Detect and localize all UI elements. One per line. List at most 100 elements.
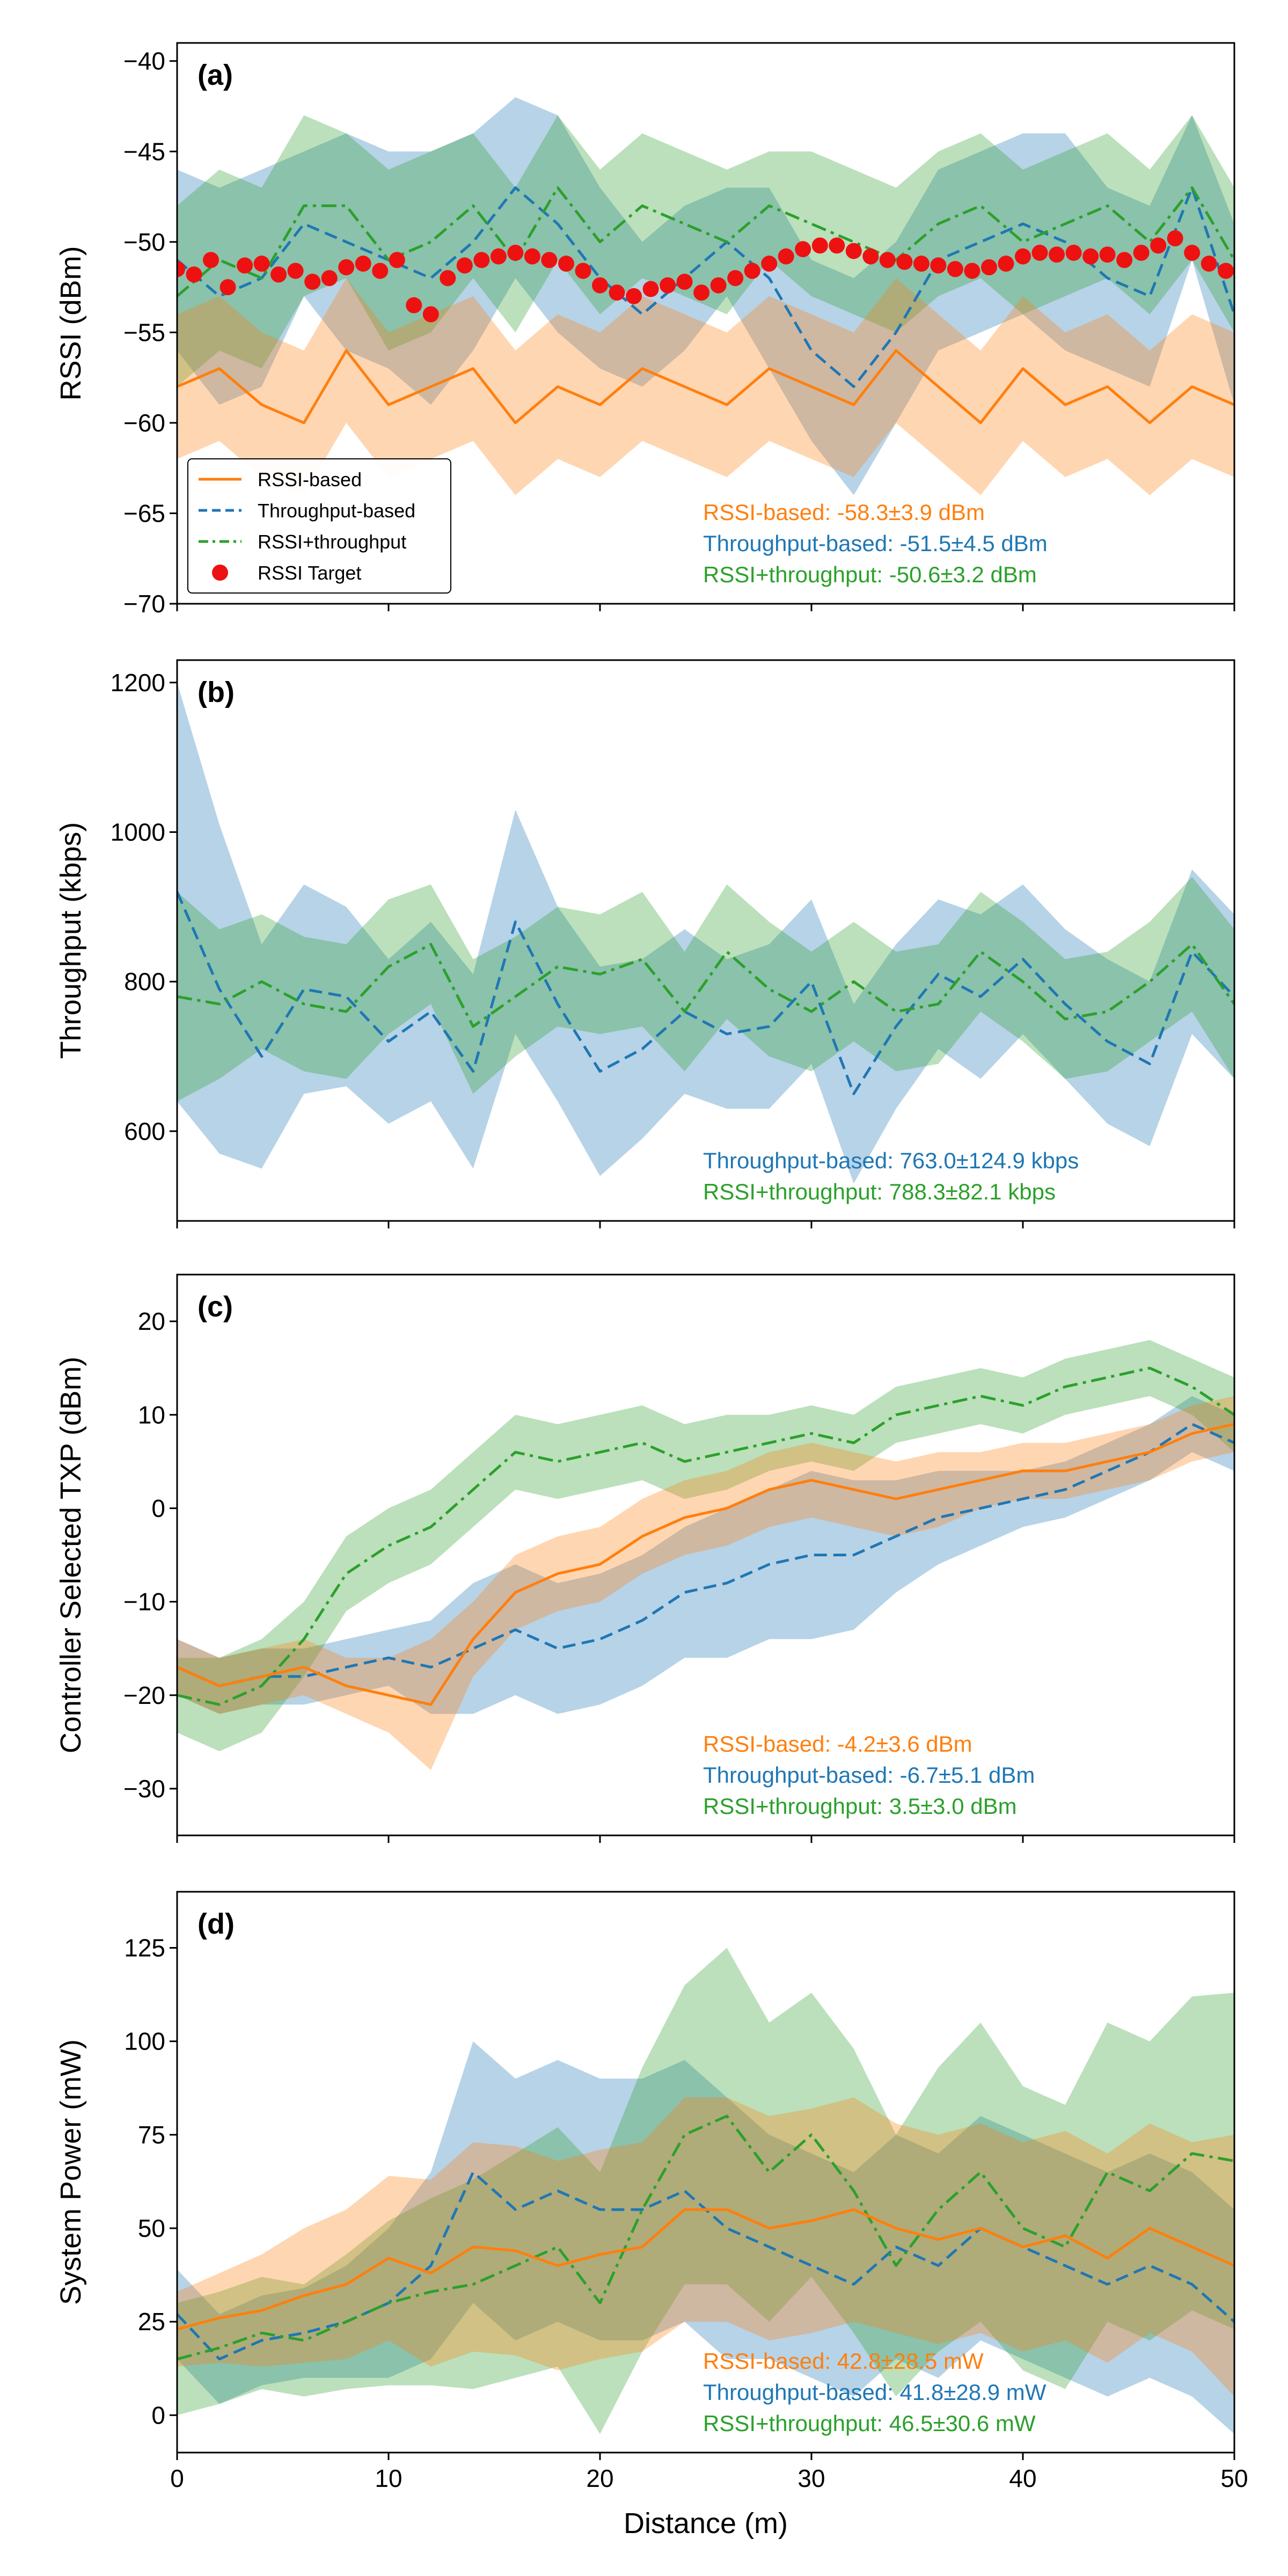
y-tick-label: −10: [123, 1588, 165, 1616]
stat-annotation: RSSI-based: 42.8±28.5 mW: [703, 2348, 984, 2374]
rssi-target-point: [896, 253, 913, 270]
rssi-target-point: [727, 270, 744, 287]
x-tick-label: 0: [170, 2464, 184, 2492]
panel-c: −30 −20 −10 0 10 20 Controller Selected TXP (d…: [55, 1274, 1235, 1843]
legend-label: RSSI+throughput: [258, 531, 406, 553]
band-combined: [177, 1948, 1234, 2434]
panel-d: 0 25 50 75 100 125 0 10 20 30 40 50 System Power (mW…: [55, 1891, 1248, 2492]
rssi-target-point: [609, 284, 625, 301]
y-tick-label: 100: [124, 2028, 165, 2055]
panel-label: (d): [197, 1908, 235, 1940]
rssi-target-point: [592, 277, 608, 294]
axes-frame: [176, 659, 1235, 1222]
y-tick-label: 50: [138, 2214, 165, 2242]
y-tick-label: 0: [151, 2401, 165, 2429]
rssi-target-point: [338, 259, 355, 275]
y-axis-label: Throughput (kbps): [55, 822, 87, 1059]
rssi-target-point: [186, 266, 202, 283]
rssi-target-point: [1167, 230, 1183, 247]
panel-a: −70 −65 −60 −55 −50 −45 −40 RSSI (dBm) (a) RSSI-b…: [55, 42, 1235, 618]
line-throughput: [177, 186, 1234, 388]
rssi-target-point: [177, 261, 185, 277]
rssi-target-point: [862, 248, 879, 265]
rssi-target-point: [1049, 246, 1065, 263]
axes-frame: [176, 42, 1235, 605]
line-rssi: [177, 1423, 1234, 1706]
rssi-target-point: [1065, 245, 1082, 261]
y-tick-label: −30: [123, 1775, 165, 1803]
rssi-target-point: [676, 274, 693, 290]
rssi-target-point: [710, 277, 727, 294]
stat-annotation: RSSI+throughput: 3.5±3.0 dBm: [703, 1794, 1017, 1819]
rssi-target-point: [1218, 262, 1234, 279]
panel-label: (c): [197, 1291, 233, 1323]
rssi-target-point: [964, 262, 980, 279]
stat-annotation: Throughput-based: 763.0±124.9 kbps: [703, 1148, 1079, 1173]
rssi-target-point: [237, 257, 253, 274]
rssi-target-point: [998, 255, 1014, 272]
band-combined: [177, 115, 1234, 387]
rssi-target-point: [355, 255, 371, 272]
rssi-target-point: [541, 252, 558, 268]
rssi-target-point: [913, 255, 930, 272]
rssi-target-point: [422, 306, 439, 323]
rssi-target-point: [203, 252, 219, 268]
rssi-target-point: [270, 266, 287, 283]
band-throughput: [177, 2041, 1234, 2434]
plot-area: [177, 1340, 1234, 1770]
rssi-target-point: [1133, 245, 1150, 261]
plot-area: [177, 1948, 1234, 2434]
line-rssi: [177, 2208, 1234, 2331]
line-combined: [177, 1366, 1234, 1706]
y-tick-label: 0: [151, 1494, 165, 1522]
y-axis-label: RSSI (dBm): [55, 246, 87, 400]
rssi-target-point: [626, 288, 642, 304]
rssi-target-point: [287, 262, 304, 279]
rssi-target-point: [660, 277, 676, 294]
rssi-target-point: [304, 274, 321, 290]
rssi-target-point: [321, 270, 338, 287]
line-combined: [177, 943, 1234, 1028]
y-tick-label: −65: [123, 499, 165, 527]
rssi-target-point: [761, 255, 778, 272]
band-rssi: [177, 1396, 1234, 1770]
rssi-target-point: [219, 279, 236, 296]
line-throughput: [177, 891, 1234, 1095]
rssi-target-point: [811, 237, 828, 254]
rssi-target-point: [693, 284, 710, 301]
axes-frame: [176, 1274, 1235, 1836]
panel-b: 600 800 1000 1200 Throughput (kbps) (b) Throug…: [55, 659, 1235, 1228]
legend: RSSI-based Throughput-based RSSI+throughpu…: [187, 458, 451, 594]
stat-annotation: Throughput-based: 41.8±28.9 mW: [703, 2380, 1046, 2405]
rssi-target-point: [440, 270, 456, 287]
stat-annotation: RSSI-based: -4.2±3.6 dBm: [703, 1731, 972, 1757]
panels: −70 −65 −60 −55 −50 −45 −40 RSSI (dBm) (a) RSSI-b…: [55, 42, 1248, 2492]
rssi-target-point: [456, 257, 473, 274]
rssi-target-point: [1031, 245, 1048, 261]
rssi-target-point: [981, 259, 997, 275]
rssi-target-point: [1116, 252, 1133, 268]
rssi-target-point: [744, 262, 760, 279]
legend-label: RSSI Target: [258, 562, 361, 584]
line-combined: [177, 186, 1234, 297]
plot-area: [177, 682, 1234, 1184]
rssi-target-point: [490, 248, 507, 265]
rssi-target-point: [778, 248, 794, 265]
stat-annotation: RSSI-based: -58.3±3.9 dBm: [703, 500, 985, 525]
x-tick-label: 30: [797, 2464, 825, 2492]
rssi-target-point: [389, 252, 405, 268]
y-tick-label: −55: [123, 318, 165, 346]
y-tick-label: −60: [123, 409, 165, 437]
rssi-target-point: [930, 257, 947, 274]
rssi-target-point: [524, 248, 540, 265]
x-tick-label: 40: [1009, 2464, 1036, 2492]
band-rssi: [177, 278, 1234, 495]
y-tick-label: 125: [124, 1934, 165, 1962]
y-tick-label: 800: [124, 968, 165, 996]
x-tick-label: 20: [586, 2464, 613, 2492]
rssi-target-point: [642, 281, 659, 297]
y-tick-label: 20: [138, 1307, 165, 1335]
rssi-target-point: [1201, 255, 1217, 272]
stat-annotation: RSSI+throughput: 46.5±30.6 mW: [703, 2411, 1036, 2436]
